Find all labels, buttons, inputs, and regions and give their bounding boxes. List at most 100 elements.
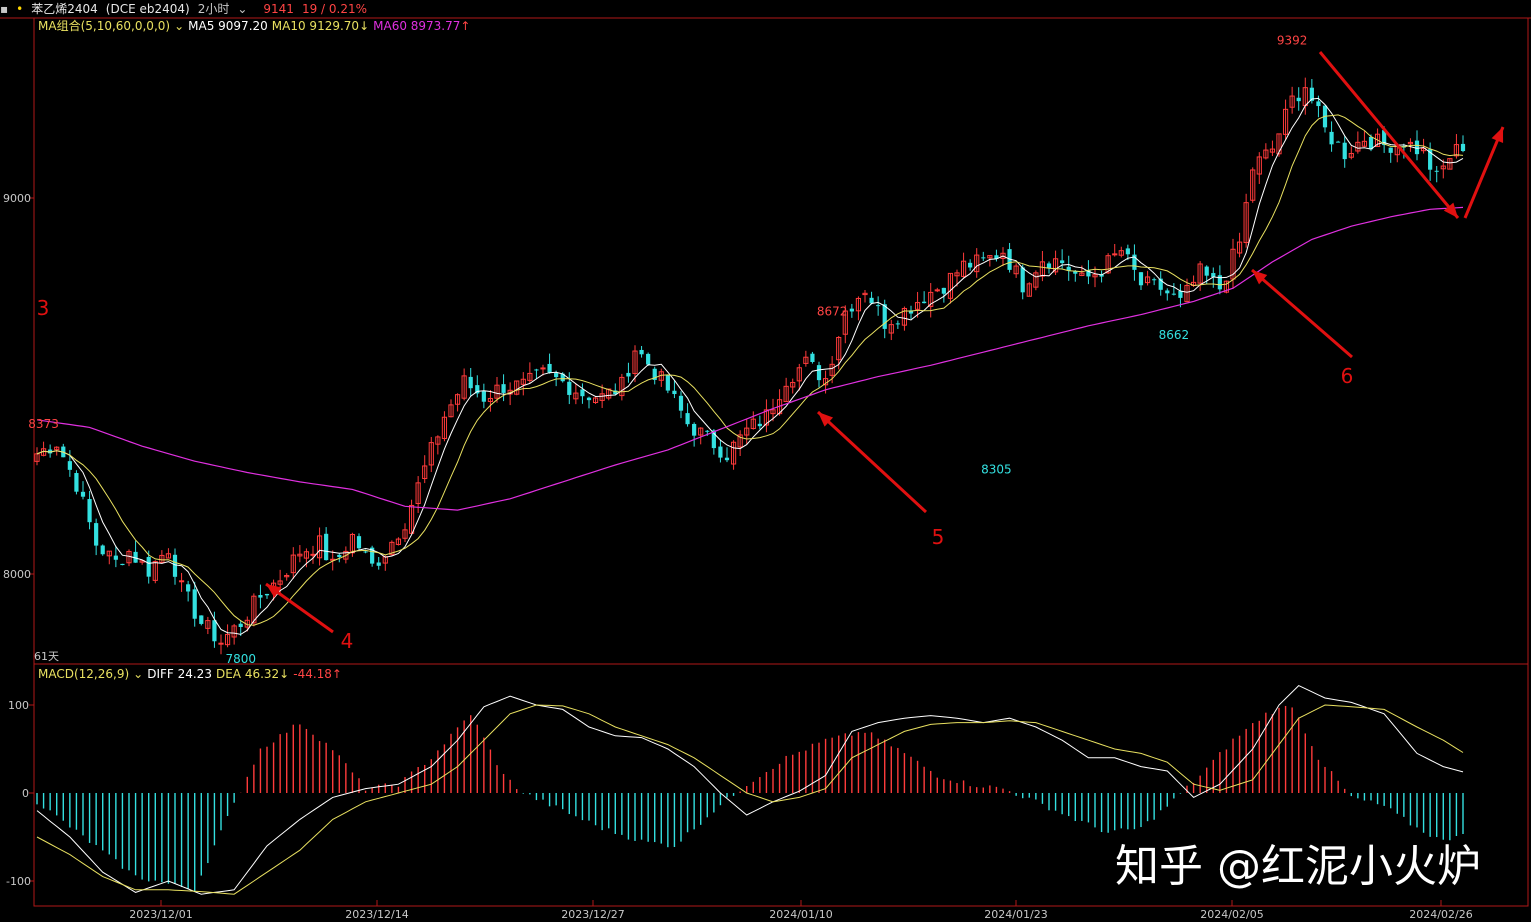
last-price: 9141 — [263, 2, 294, 16]
candle-body-down — [1434, 170, 1439, 172]
candle-body-down — [908, 310, 914, 314]
candle-body-up — [310, 553, 316, 556]
macd-histogram — [36, 705, 1464, 892]
candle-body-up — [796, 367, 802, 382]
symbol-name: 苯乙烯2404 — [31, 2, 98, 16]
candle-body-up — [573, 392, 579, 400]
candle-body-down — [646, 353, 651, 365]
candle-body-down — [324, 533, 329, 561]
marker-number: 6 — [1341, 364, 1354, 388]
candle-body-down — [567, 381, 572, 395]
candle-body-down — [560, 373, 565, 382]
dea-line — [36, 704, 1464, 895]
candle-body-down — [1316, 101, 1321, 107]
candle-body-up — [284, 574, 290, 578]
ma-group-selector[interactable]: MA组合(5,10,60,0,0,0) ⌄ — [38, 19, 185, 33]
up-arrow-icon: ↑ — [331, 667, 342, 681]
candle-body-up — [934, 289, 940, 292]
candle-body-down — [586, 397, 592, 401]
candle-body-up — [770, 409, 776, 415]
macd-tick-label: -100 — [6, 875, 31, 888]
candle-body-down — [363, 551, 368, 553]
candle-body-down — [652, 368, 657, 380]
candle-body-up — [441, 416, 448, 439]
menu-dot-icon[interactable]: ▪ — [0, 2, 9, 16]
candle-body-down — [554, 373, 559, 378]
candle-body-down — [475, 385, 480, 394]
candle-body-up — [737, 434, 743, 448]
candle-body-up — [928, 291, 934, 307]
candle-body-down — [547, 363, 552, 373]
candle-body-down — [941, 287, 946, 294]
candle-body-up — [1118, 250, 1124, 256]
arrow-head — [266, 584, 282, 598]
candle-body-down — [1132, 254, 1137, 270]
ma60-value: MA60 8973.77 — [373, 19, 461, 33]
candle-body-up — [1440, 165, 1446, 170]
macd-selector[interactable]: MACD(12,26,9) ⌄ — [38, 667, 144, 681]
candle-body-up — [1079, 272, 1085, 276]
candle-body-up — [1000, 252, 1006, 259]
candle-body-down — [186, 584, 191, 592]
symbol-code: (DCE eb2404) — [105, 2, 190, 16]
candle-body-up — [947, 272, 954, 299]
candle-body-down — [1060, 260, 1065, 264]
candle-body-up — [1013, 265, 1019, 275]
candle-body-up — [251, 595, 257, 624]
annotation-low: 7800 — [225, 652, 256, 666]
time-tick-label: 2023/12/01 — [129, 908, 192, 921]
candle-body-up — [428, 442, 434, 466]
dea-value: DEA 46.32 — [215, 667, 280, 681]
marker-number: 3 — [37, 296, 50, 320]
candle-body-down — [1428, 149, 1433, 170]
candle-body-up — [855, 297, 862, 312]
candle-body-down — [1099, 274, 1104, 277]
candle-body-up — [435, 436, 441, 445]
candle-body-down — [685, 413, 690, 425]
candle-body-up — [389, 541, 395, 556]
candle-body-up — [415, 482, 421, 504]
candle-body-down — [810, 353, 815, 363]
candle-body-down — [192, 589, 197, 619]
period-selector[interactable]: 2小时 ⌄ — [197, 2, 248, 16]
annotation-low: 8662 — [1159, 328, 1190, 342]
candle-body-up — [836, 337, 842, 361]
arrow-head — [1252, 270, 1268, 285]
annotation-high: 8373 — [28, 417, 59, 431]
time-tick-label: 2024/02/26 — [1409, 908, 1472, 921]
candle-body-up — [205, 620, 211, 629]
candle-body-up — [1355, 141, 1361, 152]
candle-body-down — [1138, 272, 1144, 286]
candle-body-up — [408, 504, 415, 534]
candle-body-down — [94, 523, 99, 546]
candle-body-up — [1184, 284, 1190, 303]
ma5-line — [36, 97, 1464, 635]
candle-body-up — [1039, 261, 1046, 277]
annotation-high: 8672 — [817, 304, 848, 318]
candle-body-up — [1289, 95, 1295, 108]
marker-number: 4 — [341, 629, 354, 653]
candle-body-up — [1105, 255, 1111, 274]
down-arrow-icon: ↓ — [359, 19, 370, 33]
candle-body-up — [316, 535, 323, 559]
star-icon[interactable]: • — [16, 2, 24, 16]
candle-body-up — [829, 363, 835, 376]
candle-body-down — [994, 255, 999, 259]
time-tick-label: 2023/12/14 — [345, 908, 408, 921]
macd-tick-label: 0 — [22, 787, 29, 800]
candle-body-down — [876, 305, 881, 307]
candle-body-up — [1256, 156, 1262, 175]
candle-body-up — [395, 538, 402, 545]
ma10-line — [36, 114, 1464, 626]
ma-legend: MA组合(5,10,60,0,0,0) ⌄ MA5 9097.20 MA10 9129… — [38, 18, 474, 34]
candle-body-down — [74, 473, 79, 492]
candle-body-down — [869, 297, 874, 304]
diff-line — [36, 684, 1464, 895]
candle-body-up — [790, 381, 796, 388]
candle-body-up — [987, 255, 993, 259]
candle-body-down — [1388, 147, 1393, 153]
annotation-high: 9392 — [1277, 34, 1308, 48]
macd-tick-label: 100 — [8, 699, 29, 712]
candle-body-down — [705, 430, 710, 432]
